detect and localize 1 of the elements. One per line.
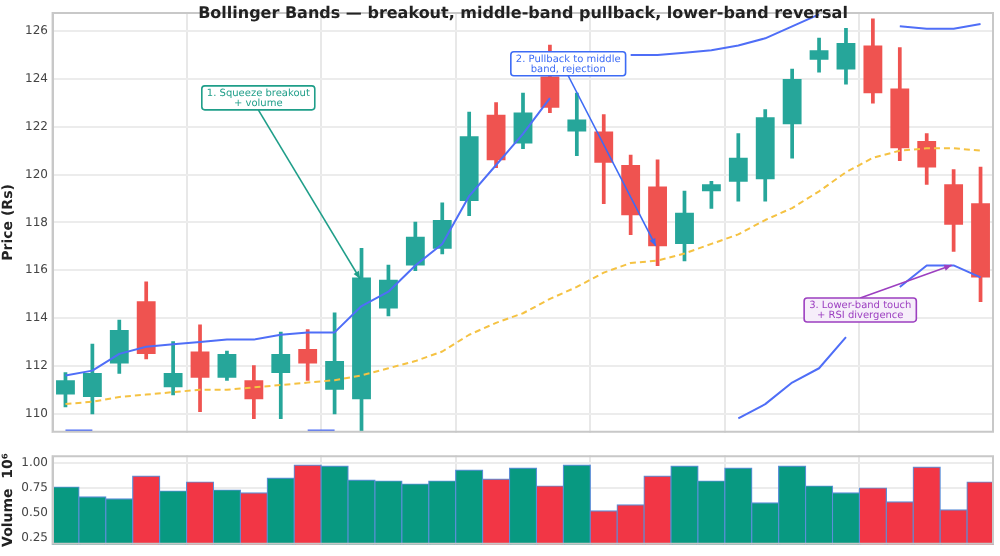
chart-title: Bollinger Bands — breakout, middle-band pullback, lower-band reversal [196, 4, 850, 22]
